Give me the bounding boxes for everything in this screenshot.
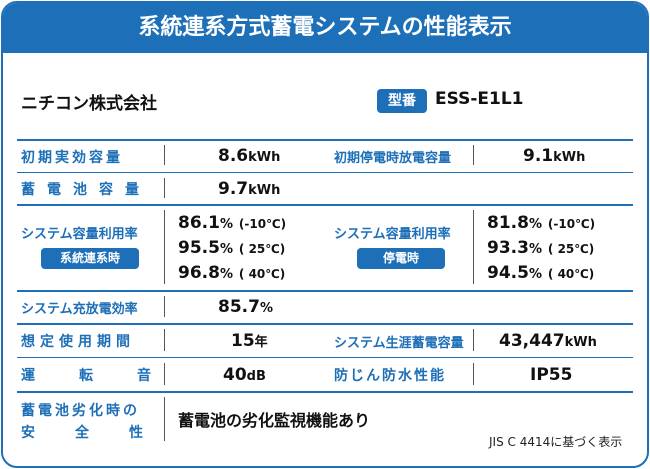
temperature: ( 25℃) [547, 242, 595, 256]
value-unit: % [528, 267, 542, 282]
value-number: 81.8 [487, 213, 529, 233]
temperature: (-10℃) [547, 217, 596, 231]
company-name: ニチコン株式会社 [21, 94, 157, 114]
value-number: 9.7 [218, 179, 249, 199]
degradation-value: 蓄電池の劣化監視機能あり [178, 411, 371, 430]
waterproof-label: 防じん防水性能 [334, 368, 446, 384]
value-number: 40 [223, 365, 247, 385]
initial-outage-capacity-label: 初期停電時放電容量 [334, 151, 452, 166]
lifetime-output-value: 43,447kWh [499, 331, 597, 351]
util-outage-row-1: 81.8% (-10℃) [487, 213, 595, 233]
lifetime-output-label: システム生涯蓄電容量 [334, 336, 464, 351]
value-unit: kWh [564, 335, 597, 350]
separator [164, 178, 165, 198]
value-number: 93.3 [487, 238, 529, 258]
util-grid-row-3: 96.8% ( 40℃) [178, 263, 285, 283]
value-unit: kWh [553, 150, 586, 165]
divider [17, 204, 633, 206]
value-number: 8.6 [218, 146, 249, 166]
temperature: ( 40℃) [238, 267, 286, 281]
value-number: 95.5 [178, 238, 220, 258]
degradation-label-line2: 安全性 [21, 425, 183, 441]
degradation-label-line1: 蓄電池劣化時の [21, 403, 140, 419]
separator [164, 363, 165, 385]
page-title: 系統連系方式蓄電システムの性能表示 [3, 3, 647, 53]
footer-note: JIS C 4414に基づく表示 [489, 435, 623, 449]
value-number: 86.1 [178, 213, 220, 233]
initial-capacity-value: 8.6kWh [218, 146, 280, 166]
noise-value: 40dB [223, 365, 266, 385]
battery-capacity-value: 9.7kWh [218, 179, 280, 199]
value-number: 15 [231, 331, 255, 351]
value-unit: 年 [254, 335, 268, 350]
util-grid-label: システム容量利用率 [21, 227, 138, 242]
value-unit: % [528, 242, 542, 257]
waterproof-value: IP55 [530, 365, 573, 385]
value-number: 96.8 [178, 263, 220, 283]
value-unit: % [219, 217, 233, 232]
value-unit: dB [246, 369, 266, 384]
expected-life-value: 15年 [231, 331, 268, 351]
battery-capacity-label: 蓄電池容量 [21, 182, 151, 198]
separator [473, 145, 474, 165]
outage-mode-badge: 停電時 [357, 248, 445, 269]
util-outage-row-2: 93.3% ( 25℃) [487, 238, 594, 258]
charge-efficiency-label: システム充放電効率 [21, 302, 138, 317]
separator [473, 363, 474, 385]
util-grid-row-2: 95.5% ( 25℃) [178, 238, 285, 258]
expected-life-label: 想定使用期間 [21, 334, 135, 350]
separator [164, 329, 165, 351]
value-unit: % [219, 267, 233, 282]
label-text: 初期実効容量 [21, 150, 123, 166]
grid-mode-badge: 系統連系時 [41, 248, 139, 269]
util-outage-label: システム容量利用率 [334, 227, 451, 242]
value-number: 85.7 [218, 297, 260, 317]
value-unit: % [528, 217, 542, 232]
value-number: 43,447 [499, 331, 565, 351]
charge-efficiency-value: 85.7% [218, 297, 273, 317]
separator [164, 397, 165, 441]
divider [17, 357, 633, 358]
util-grid-row-1: 86.1% (-10℃) [178, 213, 286, 233]
noise-label: 運転音 [21, 368, 195, 384]
value-unit: % [219, 242, 233, 257]
value-unit: kWh [248, 150, 281, 165]
value-unit: % [259, 301, 273, 316]
model-badge: 型番 [377, 89, 427, 113]
separator [473, 210, 474, 284]
separator [164, 210, 165, 284]
temperature: ( 40℃) [547, 267, 595, 281]
divider [17, 391, 633, 393]
temperature: ( 25℃) [238, 242, 286, 256]
separator [473, 329, 474, 351]
util-outage-row-3: 94.5% ( 40℃) [487, 263, 594, 283]
value-number: 9.1 [523, 146, 554, 166]
divider [17, 172, 633, 173]
divider [17, 290, 633, 292]
initial-outage-capacity-value: 9.1kWh [523, 146, 585, 166]
divider-top [17, 139, 633, 141]
separator [164, 296, 165, 317]
separator [164, 145, 165, 165]
model-number: ESS-E1L1 [435, 89, 524, 109]
initial-capacity-label: 初期実効容量 [21, 147, 155, 167]
divider [17, 323, 633, 325]
temperature: (-10℃) [238, 217, 287, 231]
value-number: 94.5 [487, 263, 529, 283]
value-unit: kWh [248, 183, 281, 198]
